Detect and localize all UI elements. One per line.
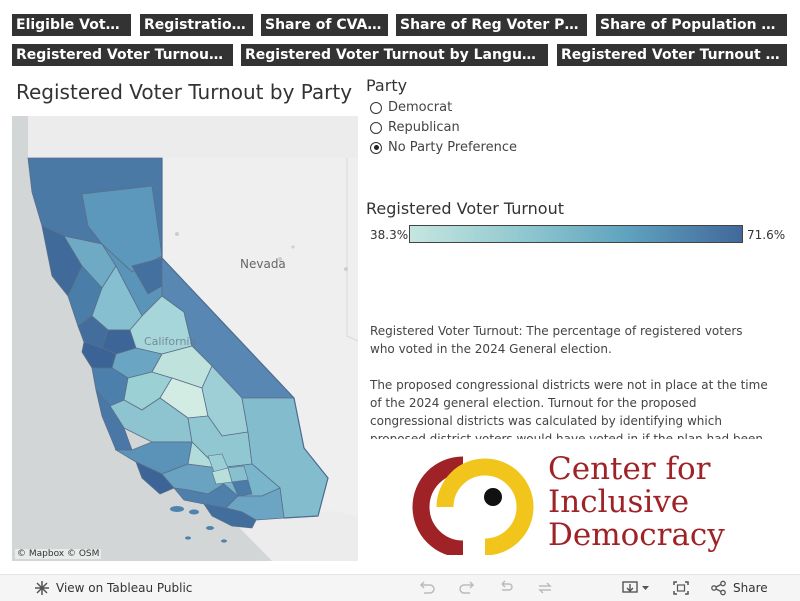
fullscreen-button[interactable] — [672, 575, 690, 601]
party-option-no-party-preference[interactable]: No Party Preference — [370, 140, 517, 155]
map-canvas[interactable]: Nevada California — [12, 116, 358, 561]
legend-min-label: 38.3% — [370, 228, 409, 242]
tab-registration-rate[interactable]: Registration Rate by Race/Ethnicity — [140, 14, 253, 36]
radio-republican[interactable] — [370, 121, 382, 134]
logo-line-1: Center for — [548, 451, 711, 487]
tab-share-of-population[interactable]: Share of Population by Race/Ethnicity — [596, 14, 787, 36]
party-option-label: Republican — [388, 120, 460, 135]
view-on-tableau-button[interactable]: View on Tableau Public — [34, 575, 192, 601]
redo-icon — [459, 581, 475, 594]
description-text: Registered Voter Turnout: The percentage… — [370, 322, 770, 439]
description-paragraph-1: Registered Voter Turnout: The percentage… — [370, 324, 743, 356]
tab-eligible-voter-turnout[interactable]: Eligible Voter Turnout by Race/Ethnicity — [12, 14, 131, 36]
page-title: Registered Voter Turnout by Party — [16, 80, 353, 104]
download-icon — [622, 581, 649, 593]
district-map[interactable]: Nevada California © Mapbox © OSM — [12, 116, 358, 561]
view-on-tableau-label: View on Tableau Public — [56, 581, 193, 595]
party-option-label: Democrat — [388, 100, 453, 115]
legend-title: Registered Voter Turnout — [366, 199, 565, 218]
radio-no-party-preference[interactable] — [370, 141, 382, 154]
bottom-toolbar: View on Tableau Public — [0, 574, 800, 601]
refresh-icon — [538, 582, 552, 594]
logo-line-3: Democracy — [548, 517, 725, 553]
share-icon — [711, 580, 726, 596]
undo-button[interactable] — [418, 575, 436, 601]
party-option-republican[interactable]: Republican — [370, 120, 460, 135]
redo-button[interactable] — [458, 575, 476, 601]
share-label: Share — [733, 581, 768, 595]
description-paragraph-2: The proposed congressional districts wer… — [370, 378, 768, 439]
radio-democrat[interactable] — [370, 101, 382, 114]
tab-registered-turnout-party[interactable]: Registered Voter Turnout by Party — [557, 44, 787, 66]
party-filter-title: Party — [366, 76, 408, 95]
tab-registered-turnout-race[interactable]: Registered Voter Turnout by Race/Ethnici… — [12, 44, 233, 66]
map-attribution[interactable]: © Mapbox © OSM — [15, 549, 102, 559]
cid-logo-text: Center for Inclusive Democracy — [548, 453, 725, 552]
revert-button[interactable] — [498, 575, 516, 601]
tab-registered-turnout-language[interactable]: Registered Voter Turnout by Language Pre… — [241, 44, 548, 66]
download-button[interactable] — [622, 575, 650, 601]
undo-icon — [419, 581, 435, 594]
nevada-label: Nevada — [240, 257, 286, 271]
party-option-label: No Party Preference — [388, 140, 517, 155]
logo-line-2: Inclusive — [548, 484, 690, 520]
cid-logo-mark — [412, 456, 534, 555]
party-option-democrat[interactable]: Democrat — [370, 100, 452, 115]
tab-share-of-reg-voter-population[interactable]: Share of Reg Voter Population by Languag… — [396, 14, 587, 36]
fullscreen-icon — [673, 581, 689, 595]
legend-max-label: 71.6% — [747, 228, 786, 242]
revert-icon — [501, 580, 513, 591]
refresh-button[interactable] — [536, 575, 554, 601]
tab-share-of-cvap[interactable]: Share of CVAP by Race/Ethnicity — [261, 14, 388, 36]
california-label: California — [144, 335, 196, 348]
share-button[interactable]: Share — [710, 575, 768, 601]
legend-color-ramp — [409, 225, 743, 243]
tableau-icon — [35, 581, 49, 595]
